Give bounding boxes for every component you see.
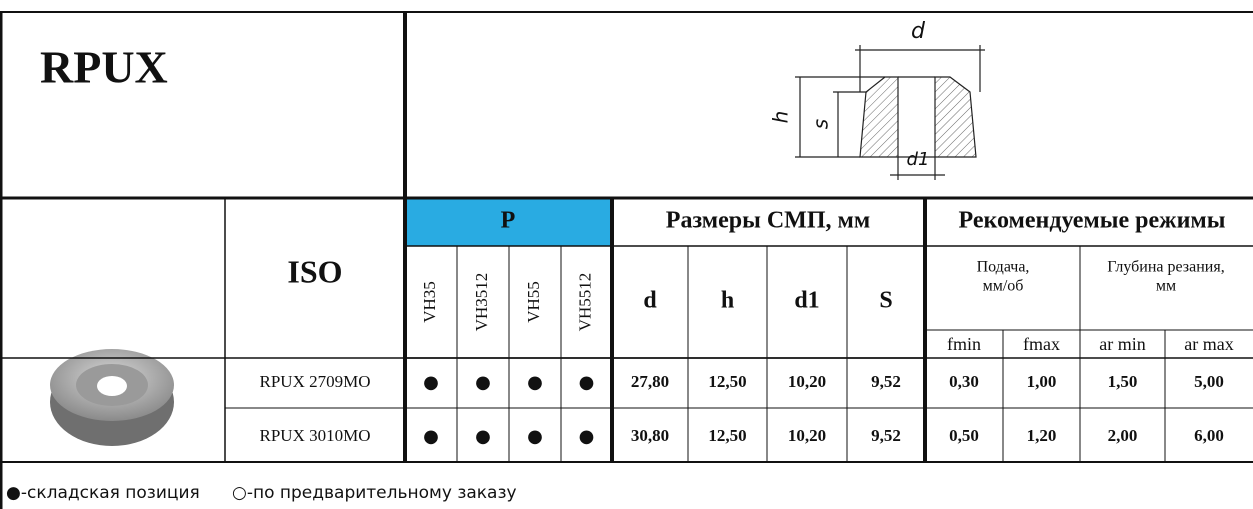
diagram-label: d [911,19,926,44]
cell-text: 1,50 [1108,372,1138,391]
cell-text: 0,30 [949,372,979,391]
grade-header-bg [405,198,612,246]
cell-text: ar min [1099,334,1146,354]
cell-text: ● [579,426,595,447]
cell-text: h [721,288,734,314]
cell-text: ● [423,372,439,393]
cell-text: ● [475,426,491,447]
cell-text: P [501,208,516,234]
cell-text: ● [527,372,543,393]
diagram-label: d1 [907,149,930,170]
cell-text: ● [579,372,595,393]
cell-text: мм [1156,278,1176,295]
cell-text: ar max [1184,334,1233,354]
cell-text: RPUX 3010MO [260,426,371,445]
cell-text: VH35 [420,281,439,323]
cell-text: Подача, [977,259,1030,276]
cell-text: ● [423,426,439,447]
cell-text: 6,00 [1194,426,1224,445]
cell-text: 12,50 [708,372,746,391]
cell-text: 1,00 [1027,372,1057,391]
cell-text: S [879,288,892,314]
cell-text: 2,00 [1108,426,1138,445]
cell-text: мм/об [983,278,1024,295]
cell-text: fmin [947,334,981,354]
insert-image [50,349,174,446]
cell-text: VH5512 [575,273,594,332]
diagram-label: h [769,111,793,124]
cell-text: 9,52 [871,372,901,391]
cell-text: Глубина резания, [1107,259,1224,276]
cell-text: 10,20 [788,372,826,391]
cell-text: Размеры СМП, мм [666,208,870,234]
cell-text: fmax [1023,334,1060,354]
cell-text: ISO [287,253,342,289]
cell-text: RPUX 2709MO [260,372,371,391]
cell-text: d1 [794,288,819,314]
cell-text: 0,50 [949,426,979,445]
legend-text: ○-по предварительному заказу [232,483,517,503]
cell-text: 30,80 [631,426,669,445]
cell-text: d [643,288,657,314]
diagram [795,45,985,180]
cell-text: VH3512 [472,273,491,332]
cell-text: ● [475,372,491,393]
diagram-label: s [809,119,833,129]
title: RPUX [40,42,168,93]
legend-text: ●-складская позиция [6,483,200,503]
cell-text: 5,00 [1194,372,1224,391]
cell-text: Рекомендуемые режимы [959,208,1226,234]
cell-text: ● [527,426,543,447]
cell-text: VH55 [524,281,543,323]
cell-text: 12,50 [708,426,746,445]
cell-text: 10,20 [788,426,826,445]
cell-text: 9,52 [871,426,901,445]
cell-text: 1,20 [1027,426,1057,445]
cell-text: 27,80 [631,372,669,391]
